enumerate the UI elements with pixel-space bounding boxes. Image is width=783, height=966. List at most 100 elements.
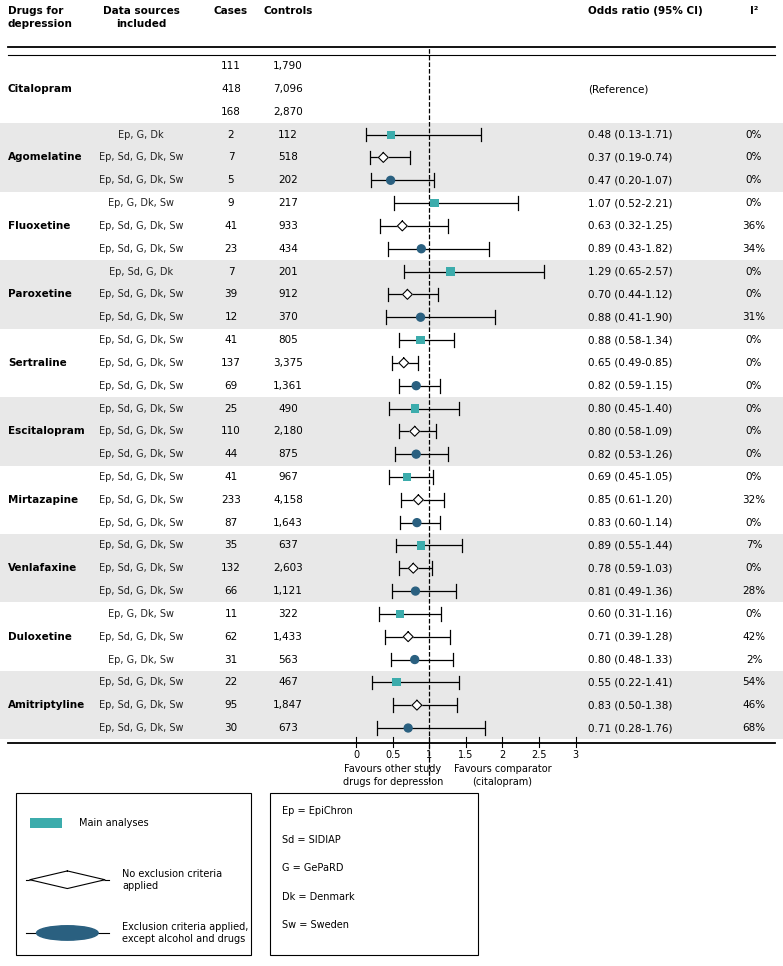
Text: 32%: 32%: [742, 495, 766, 505]
Text: 673: 673: [278, 723, 298, 733]
Text: Ep, Sd, G, Dk, Sw: Ep, Sd, G, Dk, Sw: [99, 426, 183, 437]
Text: 967: 967: [278, 472, 298, 482]
Text: 69: 69: [225, 381, 237, 390]
Text: 3,375: 3,375: [273, 357, 303, 368]
Text: Ep, Sd, G, Dk, Sw: Ep, Sd, G, Dk, Sw: [99, 243, 183, 254]
Text: 2,180: 2,180: [273, 426, 303, 437]
Text: 66: 66: [225, 586, 237, 596]
Circle shape: [387, 177, 395, 185]
Text: 518: 518: [278, 153, 298, 162]
Bar: [446, 268, 455, 275]
Text: 0%: 0%: [746, 609, 762, 619]
Text: 11: 11: [225, 609, 237, 619]
Text: Main analyses: Main analyses: [79, 818, 149, 828]
Text: Ep, G, Dk: Ep, G, Dk: [118, 129, 164, 140]
Text: Drugs for
depression: Drugs for depression: [8, 6, 73, 29]
Text: 0.69 (0.45-1.05): 0.69 (0.45-1.05): [588, 472, 673, 482]
Text: 0%: 0%: [746, 563, 762, 573]
Text: 0.78 (0.59-1.03): 0.78 (0.59-1.03): [588, 563, 673, 573]
Text: 35: 35: [225, 540, 237, 551]
Text: 1,790: 1,790: [273, 61, 303, 71]
Text: Ep, Sd, G, Dk, Sw: Ep, Sd, G, Dk, Sw: [99, 153, 183, 162]
Text: 0%: 0%: [746, 426, 762, 437]
Text: Ep, Sd, G, Dk, Sw: Ep, Sd, G, Dk, Sw: [99, 586, 183, 596]
Text: 1.5: 1.5: [458, 751, 474, 760]
Text: 7: 7: [228, 153, 234, 162]
Bar: [0, 534, 783, 556]
Text: 0%: 0%: [746, 129, 762, 140]
Text: 0.89 (0.43-1.82): 0.89 (0.43-1.82): [588, 243, 673, 254]
Text: 0%: 0%: [746, 404, 762, 413]
Circle shape: [412, 587, 420, 595]
Text: 434: 434: [278, 243, 298, 254]
Text: 1,847: 1,847: [273, 700, 303, 710]
Text: Ep, G, Dk, Sw: Ep, G, Dk, Sw: [108, 198, 174, 208]
Text: 0.5: 0.5: [385, 751, 400, 760]
Bar: [0, 260, 783, 283]
Bar: [0, 397, 783, 420]
Text: 0%: 0%: [746, 175, 762, 185]
Text: 0.80 (0.58-1.09): 0.80 (0.58-1.09): [588, 426, 673, 437]
Polygon shape: [378, 153, 388, 162]
Text: Ep, Sd, G, Dk, Sw: Ep, Sd, G, Dk, Sw: [99, 175, 183, 185]
Text: 0.65 (0.49-0.85): 0.65 (0.49-0.85): [588, 357, 673, 368]
Text: 28%: 28%: [742, 586, 766, 596]
Text: 132: 132: [221, 563, 241, 573]
Text: 637: 637: [278, 540, 298, 551]
Polygon shape: [412, 700, 422, 710]
Text: Ep, Sd, G, Dk, Sw: Ep, Sd, G, Dk, Sw: [99, 495, 183, 505]
Text: 2,870: 2,870: [273, 107, 303, 117]
Text: 0.37 (0.19-0.74): 0.37 (0.19-0.74): [588, 153, 673, 162]
Text: 933: 933: [278, 221, 298, 231]
Text: 0%: 0%: [746, 472, 762, 482]
Text: 4,158: 4,158: [273, 495, 303, 505]
Text: 137: 137: [221, 357, 241, 368]
Text: 1: 1: [426, 751, 432, 760]
Bar: [417, 541, 425, 550]
Text: 7: 7: [228, 267, 234, 276]
Text: 217: 217: [278, 198, 298, 208]
Text: Ep, Sd, G, Dk, Sw: Ep, Sd, G, Dk, Sw: [99, 700, 183, 710]
Text: 7,096: 7,096: [273, 84, 303, 94]
Text: 1.29 (0.65-2.57): 1.29 (0.65-2.57): [588, 267, 673, 276]
Text: Controls: Controls: [263, 6, 313, 16]
Polygon shape: [399, 358, 409, 368]
Text: 36%: 36%: [742, 221, 766, 231]
Text: 3: 3: [572, 751, 579, 760]
Circle shape: [413, 519, 421, 526]
Text: 0%: 0%: [746, 518, 762, 527]
Text: 490: 490: [278, 404, 298, 413]
Text: 1,643: 1,643: [273, 518, 303, 527]
Text: Escitalopram: Escitalopram: [8, 426, 85, 437]
Text: 0.47 (0.20-1.07): 0.47 (0.20-1.07): [588, 175, 673, 185]
Text: Ep, Sd, G, Dk, Sw: Ep, Sd, G, Dk, Sw: [99, 632, 183, 641]
Text: Sw = Sweden: Sw = Sweden: [282, 920, 349, 930]
Circle shape: [417, 313, 424, 321]
Text: 418: 418: [221, 84, 241, 94]
Text: 202: 202: [278, 175, 298, 185]
Text: 2,603: 2,603: [273, 563, 303, 573]
Text: 168: 168: [221, 107, 241, 117]
Text: 0.88 (0.41-1.90): 0.88 (0.41-1.90): [588, 312, 673, 323]
Bar: [0, 442, 783, 466]
Text: 46%: 46%: [742, 700, 766, 710]
Text: Dk = Denmark: Dk = Denmark: [282, 892, 355, 901]
Text: Cases: Cases: [214, 6, 248, 16]
Text: Ep = EpiChron: Ep = EpiChron: [282, 807, 352, 816]
Text: Ep, Sd, G, Dk, Sw: Ep, Sd, G, Dk, Sw: [99, 335, 183, 345]
Text: Ep, G, Dk, Sw: Ep, G, Dk, Sw: [108, 655, 174, 665]
Text: 0.80 (0.48-1.33): 0.80 (0.48-1.33): [588, 655, 673, 665]
Polygon shape: [413, 495, 424, 504]
Text: Amitriptyline: Amitriptyline: [8, 700, 85, 710]
Text: 912: 912: [278, 290, 298, 299]
Text: Ep, Sd, G, Dk, Sw: Ep, Sd, G, Dk, Sw: [99, 677, 183, 688]
Text: Agomelatine: Agomelatine: [8, 153, 82, 162]
Text: 0.83 (0.60-1.14): 0.83 (0.60-1.14): [588, 518, 673, 527]
Text: Fluoxetine: Fluoxetine: [8, 221, 70, 231]
Text: 0.60 (0.31-1.16): 0.60 (0.31-1.16): [588, 609, 673, 619]
Text: 23: 23: [225, 243, 237, 254]
Text: 39: 39: [225, 290, 237, 299]
Bar: [0, 420, 783, 442]
Text: 0.82 (0.59-1.15): 0.82 (0.59-1.15): [588, 381, 673, 390]
Text: Ep, Sd, G, Dk, Sw: Ep, Sd, G, Dk, Sw: [99, 472, 183, 482]
